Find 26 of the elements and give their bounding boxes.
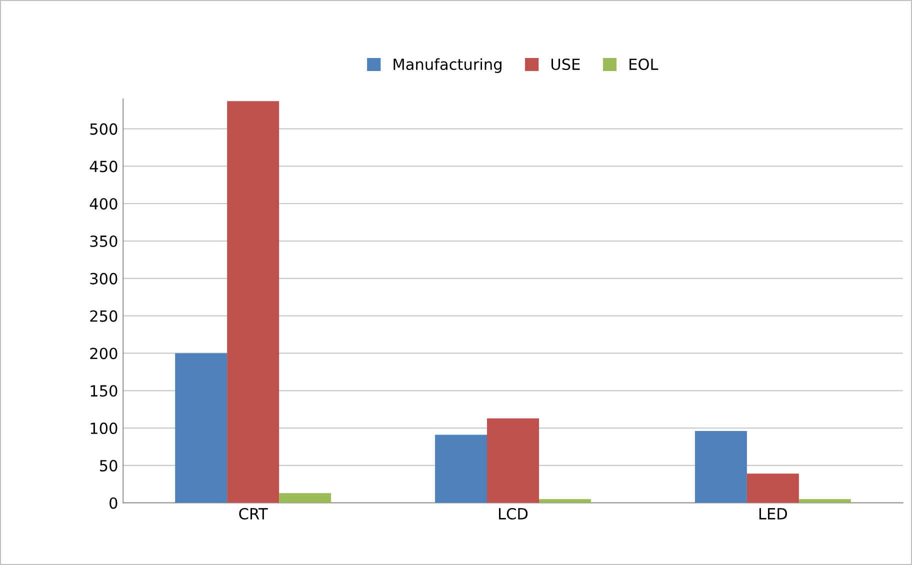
legend-label: Manufacturing [394, 58, 502, 74]
x-tick-label: CRT [239, 508, 268, 520]
y-tick-label: 300 [90, 272, 118, 284]
bar [279, 493, 332, 503]
bar [227, 101, 280, 503]
bar [746, 474, 799, 503]
legend-label: USE [552, 58, 580, 70]
y-tick-label: 0 [110, 497, 118, 509]
y-tick-label: 250 [90, 310, 118, 322]
bar [487, 418, 539, 503]
x-tick-label: LCD [499, 508, 528, 520]
y-tick-label: 150 [90, 385, 118, 397]
y-tick-label: 500 [90, 123, 118, 135]
legend-label: EOL [630, 58, 658, 70]
bar [435, 434, 488, 503]
bar [798, 499, 851, 503]
y-tick-label: 400 [90, 198, 118, 210]
bar [175, 353, 228, 503]
y-tick-label: 350 [90, 235, 118, 248]
bar [538, 499, 591, 503]
bar [694, 431, 747, 503]
y-tick-label: 450 [90, 160, 118, 172]
y-tick-label: 50 [100, 460, 118, 472]
y-tick-label: 200 [90, 348, 118, 360]
y-tick-label: 100 [90, 422, 118, 434]
x-tick-label: LED [759, 508, 787, 520]
